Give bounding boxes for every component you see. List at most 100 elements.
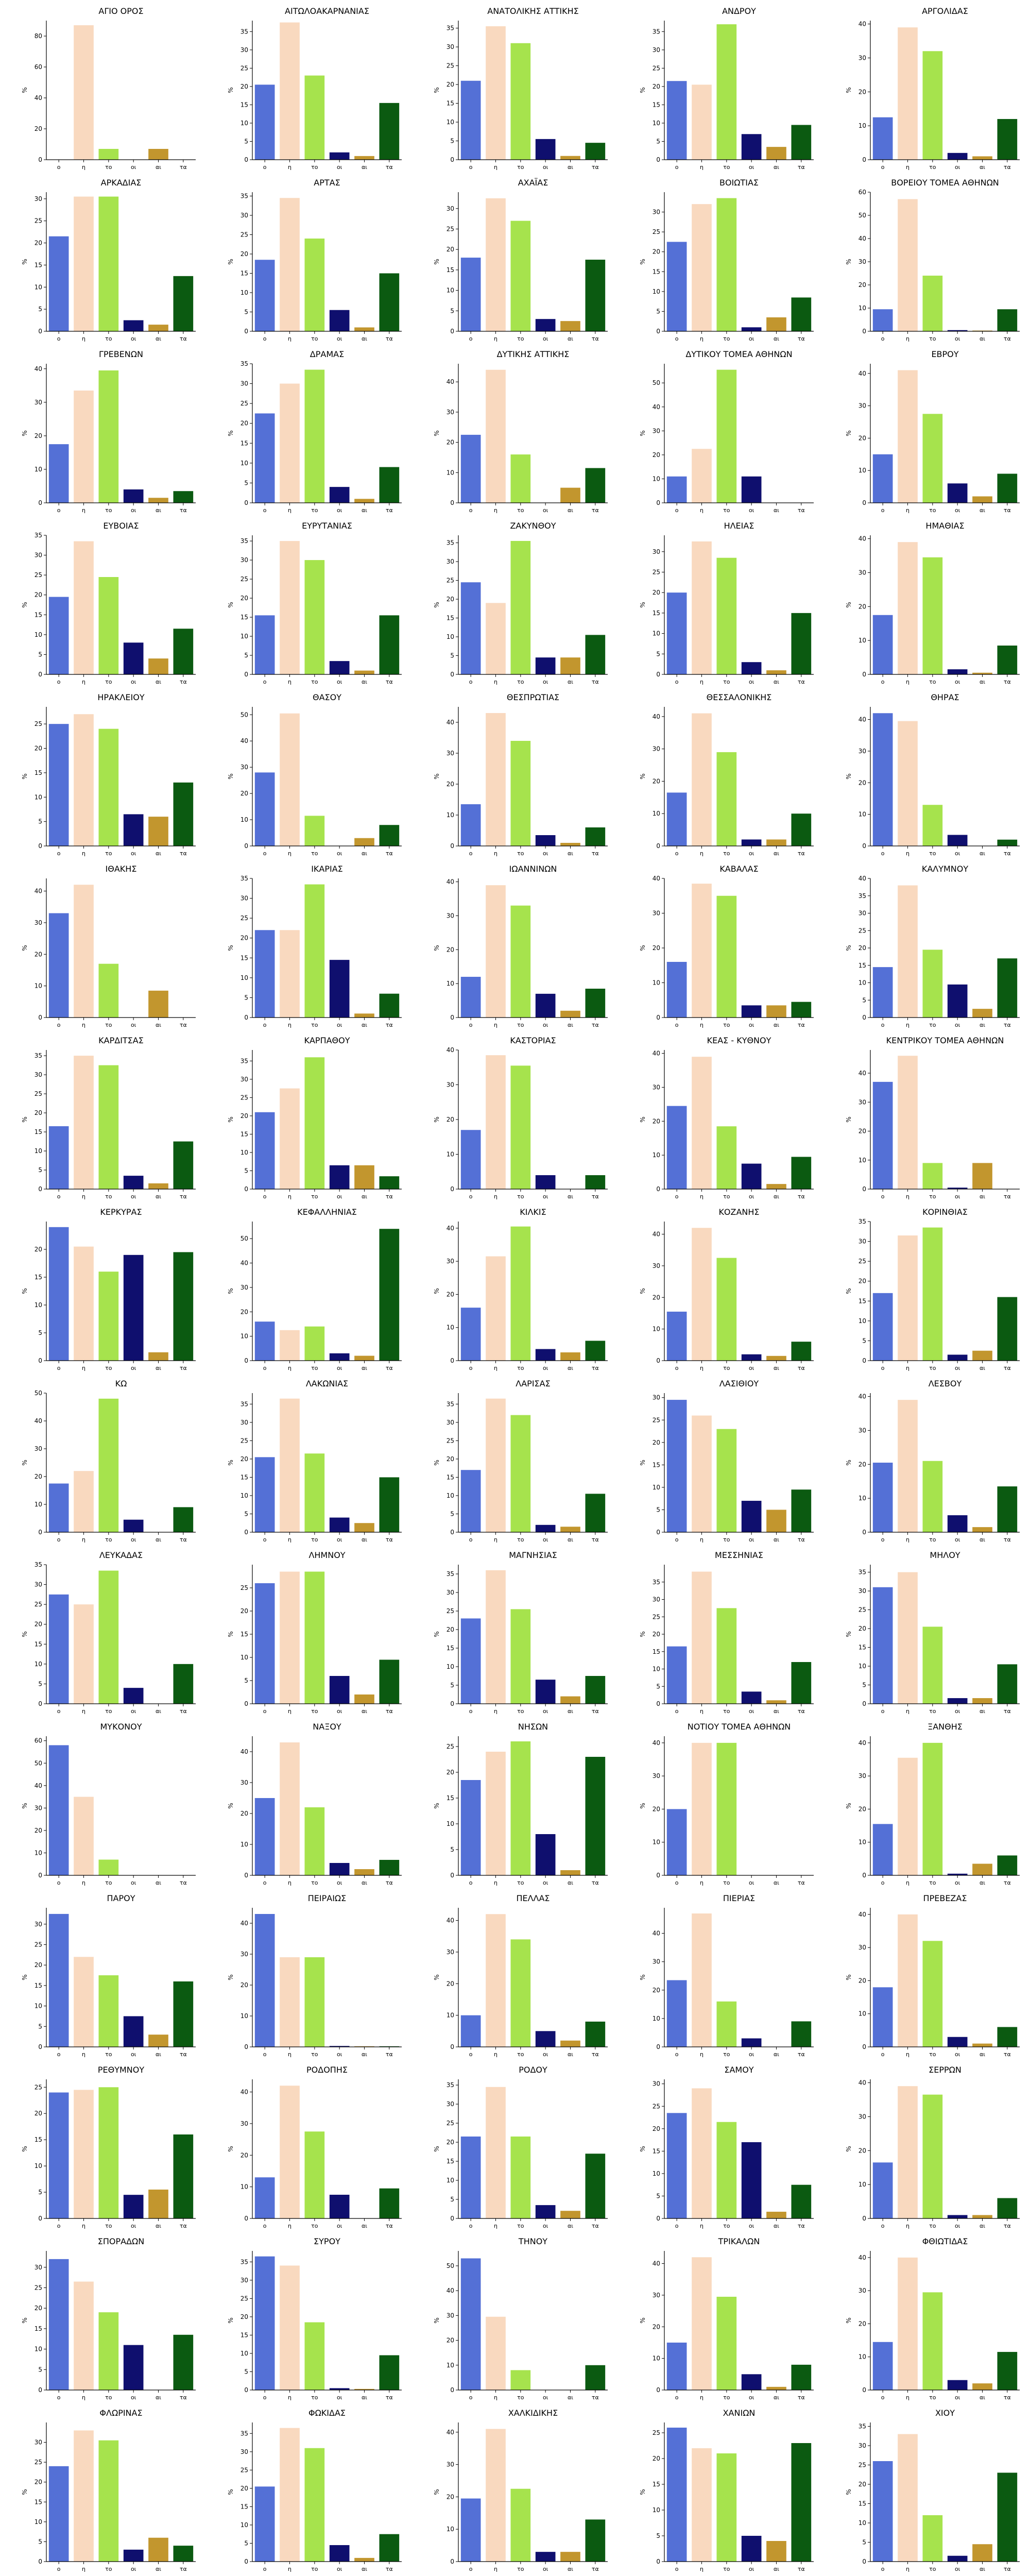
x-tick-label: ο bbox=[263, 164, 267, 171]
x-tick-label: οι bbox=[749, 2223, 754, 2229]
bar-το bbox=[716, 1126, 737, 1189]
bar-αι bbox=[354, 1013, 374, 1018]
bar-τα bbox=[379, 2046, 400, 2047]
x-tick-label: τα bbox=[180, 164, 187, 171]
y-tick-label: 20 bbox=[653, 248, 660, 256]
y-tick-label: 40 bbox=[859, 370, 866, 377]
chart-title: ΖΑΚΥΝΘΟΥ bbox=[510, 521, 556, 531]
x-tick-label: τα bbox=[386, 1365, 393, 1371]
bar-αι bbox=[148, 2035, 168, 2047]
x-tick-label: η bbox=[82, 679, 85, 685]
bar-η bbox=[280, 713, 300, 846]
bar-το bbox=[716, 752, 737, 846]
x-tick-label: η bbox=[494, 2223, 497, 2229]
y-axis-label: % bbox=[433, 259, 440, 264]
y-tick-label: 35 bbox=[241, 2258, 248, 2265]
y-tick-label: 20 bbox=[241, 420, 248, 427]
x-tick-label: το bbox=[105, 679, 112, 685]
y-tick-label: 40 bbox=[241, 1260, 248, 1267]
y-axis-label: % bbox=[845, 2146, 852, 2151]
bar-τα bbox=[791, 1002, 812, 1018]
bar-ο bbox=[872, 117, 893, 160]
bar-ο bbox=[872, 1587, 893, 1704]
y-tick-label: 0 bbox=[38, 499, 42, 506]
y-tick-label: 10 bbox=[859, 122, 866, 129]
y-tick-label: 0 bbox=[244, 2386, 248, 2394]
y-tick-label: 5 bbox=[656, 1683, 660, 1690]
chart-title: ΕΒΡΟΥ bbox=[931, 349, 958, 359]
x-tick-label: ο bbox=[57, 1879, 61, 1886]
bar-το bbox=[922, 950, 943, 1018]
y-tick-label: 30 bbox=[653, 745, 660, 753]
y-tick-label: 40 bbox=[447, 1225, 454, 1232]
x-tick-label: το bbox=[929, 679, 936, 685]
bar-αι bbox=[354, 1694, 374, 1704]
bar-ο bbox=[48, 2092, 69, 2218]
y-tick-label: 20 bbox=[447, 246, 454, 253]
y-tick-label: 30 bbox=[447, 43, 454, 50]
bar-η bbox=[74, 1056, 94, 1189]
x-tick-label: οι bbox=[543, 1536, 548, 1543]
x-tick-label: τα bbox=[1004, 1879, 1011, 1886]
bar-η bbox=[486, 1570, 506, 1704]
x-tick-label: ο bbox=[263, 2223, 267, 2229]
bar-ο bbox=[666, 1106, 687, 1189]
bar-το bbox=[98, 1065, 119, 1189]
bar-αι bbox=[972, 496, 992, 503]
y-tick-label: 30 bbox=[447, 750, 454, 757]
bar-οι bbox=[535, 1834, 556, 1875]
bar-το bbox=[304, 239, 325, 331]
y-tick-label: 10 bbox=[241, 1654, 248, 1661]
chart-title: ΚΑΒΑΛΑΣ bbox=[719, 864, 758, 874]
x-tick-label: η bbox=[494, 679, 497, 685]
x-tick-label: τα bbox=[1004, 850, 1011, 857]
y-tick-label: 30 bbox=[35, 2264, 42, 2271]
x-tick-label: ο bbox=[675, 2566, 679, 2572]
x-tick-label: η bbox=[700, 1193, 703, 1200]
y-tick-label: 5 bbox=[244, 138, 248, 145]
x-tick-label: η bbox=[494, 850, 497, 857]
y-axis-label: % bbox=[433, 1460, 440, 1465]
y-tick-label: 15 bbox=[35, 261, 42, 268]
x-tick-label: το bbox=[723, 1879, 730, 1886]
chart-title: ΚΑΡΔΙΤΣΑΣ bbox=[98, 1036, 144, 1045]
y-tick-label: 30 bbox=[653, 2080, 660, 2088]
x-tick-label: η bbox=[700, 2566, 703, 2572]
y-tick-label: 10 bbox=[447, 469, 454, 476]
x-tick-label: οι bbox=[955, 1879, 960, 1886]
x-tick-label: ο bbox=[469, 679, 473, 685]
y-tick-label: 20 bbox=[241, 2313, 248, 2320]
bar-το bbox=[98, 1570, 119, 1704]
x-tick-label: ο bbox=[881, 2394, 885, 2401]
x-tick-label: αι bbox=[774, 1536, 779, 1543]
y-tick-label: 10 bbox=[859, 1495, 866, 1502]
y-tick-label: 0 bbox=[244, 1357, 248, 1364]
x-tick-label: οι bbox=[337, 1365, 342, 1371]
y-tick-label: 10 bbox=[241, 816, 248, 823]
bar-τα bbox=[585, 2154, 606, 2218]
bar-τα bbox=[791, 1489, 812, 1532]
bar-αι bbox=[766, 1700, 786, 1704]
bar-αι bbox=[766, 839, 786, 846]
y-tick-label: 25 bbox=[447, 1437, 454, 1444]
bar-η bbox=[692, 1913, 712, 2047]
x-tick-label: οι bbox=[131, 2051, 136, 2058]
y-axis-label: % bbox=[639, 2317, 646, 2323]
y-axis-label: % bbox=[21, 773, 28, 779]
x-tick-label: το bbox=[105, 335, 112, 342]
y-tick-label: 30 bbox=[859, 402, 866, 410]
bar-ο bbox=[666, 2428, 687, 2562]
y-tick-label: 40 bbox=[447, 1046, 454, 1054]
x-tick-label: αι bbox=[156, 2223, 161, 2229]
bar-ο bbox=[254, 1112, 275, 1189]
x-tick-label: το bbox=[517, 1708, 524, 1715]
bar-οι bbox=[947, 669, 968, 674]
y-tick-label: 40 bbox=[653, 875, 660, 882]
bar-αι bbox=[354, 1523, 374, 1532]
x-tick-label: η bbox=[82, 1365, 85, 1371]
